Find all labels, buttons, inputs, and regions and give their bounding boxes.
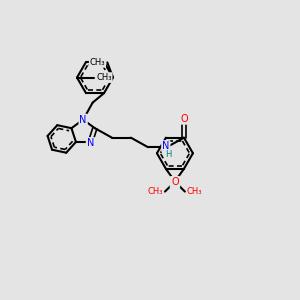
- Text: N: N: [87, 138, 94, 148]
- Text: O: O: [172, 177, 179, 187]
- Text: N: N: [80, 115, 87, 125]
- Text: O: O: [171, 177, 178, 187]
- Text: O: O: [180, 114, 188, 124]
- Text: CH₃: CH₃: [96, 73, 112, 82]
- Text: CH₃: CH₃: [187, 187, 203, 196]
- Text: H: H: [165, 150, 171, 159]
- Text: CH₃: CH₃: [147, 187, 163, 196]
- Text: CH₃: CH₃: [90, 58, 105, 67]
- Text: N: N: [162, 141, 169, 151]
